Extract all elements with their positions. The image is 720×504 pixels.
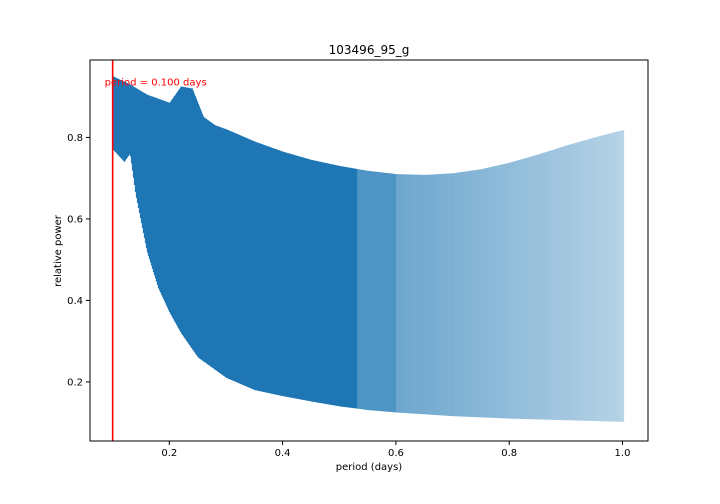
x-tick-label: 0.2	[161, 448, 177, 459]
x-axis-ticks: 0.2 0.4 0.6 0.8 1.0	[161, 441, 630, 459]
x-axis-label: period (days)	[336, 462, 403, 473]
y-tick-label: 0.4	[67, 296, 83, 307]
y-tick-label: 0.8	[67, 133, 83, 144]
y-tick-label: 0.2	[67, 377, 83, 388]
x-tick-label: 0.8	[501, 448, 517, 459]
y-axis-ticks: 0.2 0.4 0.6 0.8	[67, 133, 90, 388]
x-tick-label: 0.6	[388, 448, 404, 459]
y-tick-label: 0.6	[67, 214, 83, 225]
x-tick-label: 0.4	[275, 448, 291, 459]
x-tick-label: 1.0	[615, 448, 631, 459]
y-axis-label: relative power	[53, 214, 64, 287]
chart-title: 103496_95_g	[329, 43, 410, 57]
series-band	[112, 76, 625, 422]
period-annotation: period = 0.100 days	[105, 77, 207, 88]
plot-area: period = 0.100 days	[105, 60, 625, 441]
axes-frame	[89, 59, 649, 442]
